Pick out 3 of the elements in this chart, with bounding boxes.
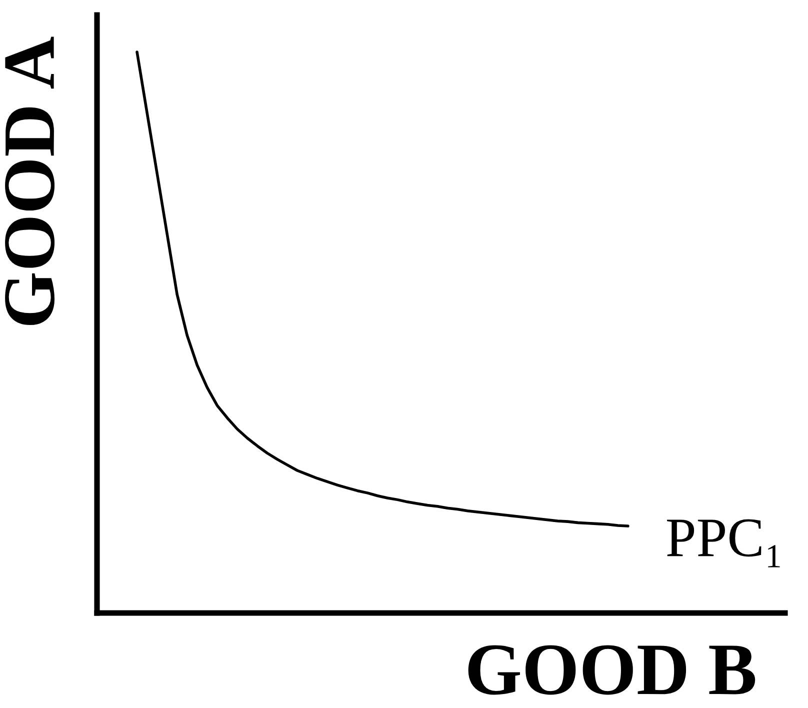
y-axis-title: GOOD A <box>5 36 55 326</box>
series-label: PPC₁ <box>667 519 780 568</box>
x-axis-title: GOOD B <box>468 645 756 695</box>
